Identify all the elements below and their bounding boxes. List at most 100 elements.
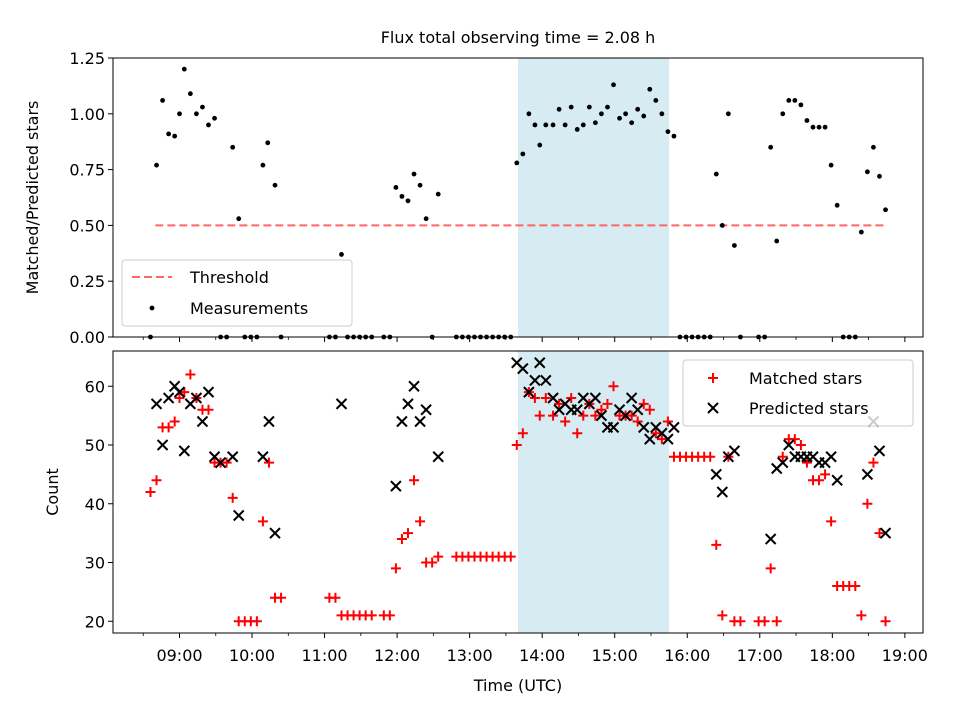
measurement-point bbox=[181, 66, 187, 72]
matched-star-point bbox=[795, 440, 806, 450]
predicted-star-point bbox=[335, 398, 348, 410]
matched-star-point bbox=[174, 393, 185, 403]
measurement-point bbox=[635, 106, 641, 112]
matched-star-point bbox=[415, 516, 426, 527]
matched-star-point bbox=[777, 451, 788, 462]
matched-star-point bbox=[396, 534, 407, 544]
matched-star-point bbox=[390, 563, 401, 574]
matched-star-point bbox=[505, 551, 516, 562]
predicted-star-point bbox=[638, 421, 650, 434]
matched-star-point bbox=[880, 616, 891, 627]
measurement-point bbox=[858, 229, 864, 235]
top-y-axis-label: Matched/Predicted stars bbox=[23, 101, 42, 295]
x-tick-label: 09:00 bbox=[156, 646, 202, 665]
top-legend: Threshold Measurements bbox=[121, 259, 353, 327]
predicted-star-point bbox=[662, 433, 674, 445]
measurement-point bbox=[816, 124, 822, 130]
measurement-points bbox=[148, 66, 888, 340]
predicted-star-point bbox=[764, 533, 777, 545]
matched-star-point bbox=[632, 416, 643, 427]
predicted-star-point bbox=[595, 409, 608, 422]
y-tick-label: 1.00 bbox=[69, 105, 105, 124]
y-tick-label: 1.25 bbox=[69, 49, 105, 68]
predicted-star-point bbox=[728, 445, 741, 457]
measurement-point bbox=[629, 120, 635, 126]
measurement-point bbox=[187, 91, 193, 97]
predicted-star-point bbox=[879, 527, 892, 539]
measurement-point bbox=[172, 133, 178, 139]
matched-star-point bbox=[801, 457, 812, 468]
measurement-point bbox=[617, 115, 622, 121]
bottom-x-axis: 09:00 10:00 11:00 12:00 13:00 14:00 15:00 16:00… bbox=[142, 633, 928, 665]
predicted-star-point bbox=[263, 415, 275, 428]
measurement-point bbox=[864, 169, 870, 175]
legend-measurement-swatch bbox=[149, 305, 155, 311]
measurement-point bbox=[792, 98, 798, 103]
x-tick-label: 18:00 bbox=[809, 646, 855, 665]
bottom-plot-frame bbox=[112, 350, 924, 634]
y-tick-label: 0.50 bbox=[69, 216, 105, 235]
measurement-point bbox=[154, 162, 159, 168]
predicted-star-point bbox=[226, 451, 239, 463]
measurement-point bbox=[586, 104, 592, 110]
y-tick-label: 60 bbox=[85, 377, 105, 396]
measurement-point bbox=[272, 182, 278, 188]
matched-star-point bbox=[330, 592, 341, 603]
matched-star-point bbox=[705, 451, 716, 462]
measurement-point bbox=[160, 98, 165, 103]
measurement-point bbox=[423, 216, 429, 222]
measurement-point bbox=[647, 86, 653, 92]
matched-star-point bbox=[765, 563, 776, 574]
predicted-star-point bbox=[861, 468, 874, 481]
top-highlight-band bbox=[518, 58, 670, 337]
measurement-point bbox=[798, 102, 804, 108]
matched-star-point bbox=[644, 404, 655, 415]
matched-star-point bbox=[578, 410, 589, 421]
measurement-point bbox=[562, 122, 568, 128]
predicted-star-point bbox=[625, 392, 638, 404]
measurement-point bbox=[822, 124, 828, 130]
measurement-point bbox=[574, 127, 580, 132]
legend-matched-swatch bbox=[708, 373, 718, 383]
measurement-point bbox=[405, 198, 411, 204]
measurement-point bbox=[810, 124, 816, 130]
top-plot-frame bbox=[112, 57, 924, 338]
predicted-star-point bbox=[631, 404, 644, 416]
matched-star-point bbox=[711, 539, 722, 550]
measurement-point bbox=[206, 122, 211, 128]
y-tick-label: 50 bbox=[85, 436, 105, 455]
matched-star-point bbox=[276, 592, 287, 603]
matched-star-point bbox=[366, 610, 377, 621]
bottom-panel: 20 30 40 50 60 09:00 10:00 11:00 12:00 13:00 14:0… bbox=[43, 350, 928, 665]
measurement-point bbox=[780, 111, 786, 117]
matched-star-point bbox=[511, 440, 522, 450]
predicted-star-point bbox=[162, 392, 175, 404]
measurement-point bbox=[623, 111, 628, 117]
matched-star-point bbox=[820, 469, 831, 480]
predicted-star-point bbox=[150, 398, 163, 410]
predicted-star-point bbox=[529, 374, 541, 387]
matched-star-point bbox=[560, 416, 571, 427]
predicted-star-point bbox=[825, 451, 837, 463]
predicted-star-point bbox=[257, 451, 269, 463]
top-panel: 0.00 0.25 0.50 0.75 1.00 1.25 Matched/Predict… bbox=[23, 49, 924, 347]
matched-star-point bbox=[868, 457, 879, 468]
measurement-point bbox=[671, 133, 677, 139]
y-tick-label: 40 bbox=[85, 495, 105, 514]
y-tick-label: 30 bbox=[85, 554, 105, 573]
top-y-axis: 0.00 0.25 0.50 0.75 1.00 1.25 bbox=[69, 49, 113, 347]
y-tick-label: 20 bbox=[85, 612, 105, 631]
matched-star-point bbox=[656, 434, 667, 445]
legend-predicted-label: Predicted stars bbox=[749, 399, 869, 418]
predicted-star-point bbox=[644, 433, 656, 445]
predicted-star-point bbox=[432, 451, 444, 463]
x-tick-label: 11:00 bbox=[302, 646, 348, 665]
matched-star-point bbox=[554, 398, 565, 409]
measurement-point bbox=[556, 106, 562, 112]
matched-star-point bbox=[650, 428, 661, 439]
matched-star-point bbox=[179, 387, 190, 398]
predicted-star-point bbox=[540, 374, 552, 387]
bottom-highlight-band bbox=[518, 351, 670, 633]
measurement-point bbox=[339, 252, 344, 257]
